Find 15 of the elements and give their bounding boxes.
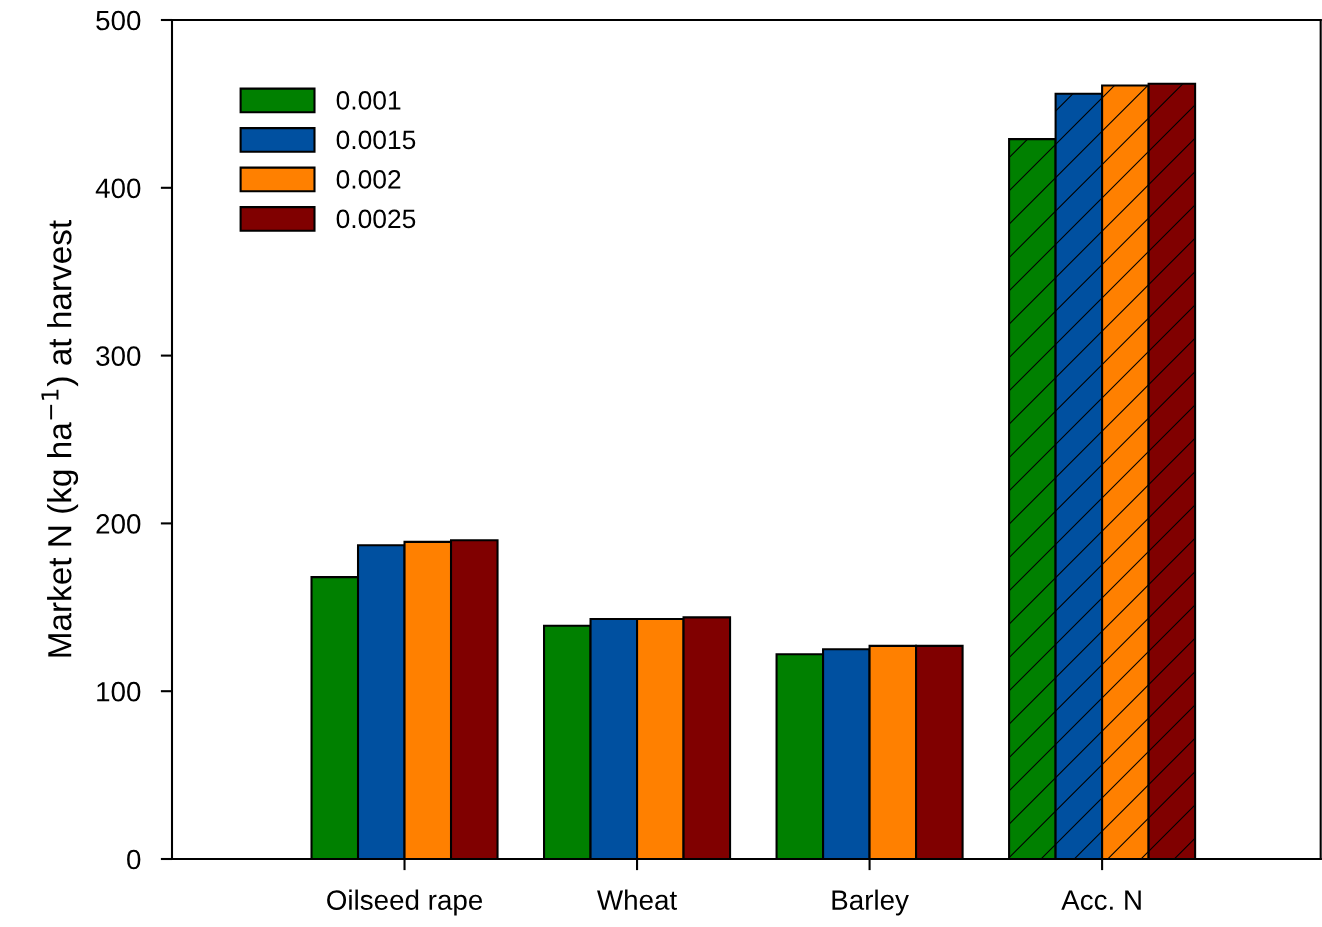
y-tick-label: 200 xyxy=(96,514,141,534)
legend-label: 0.0025 xyxy=(336,209,416,229)
y-tick-label: 0 xyxy=(127,849,141,870)
y-tick-label: 500 xyxy=(96,10,141,31)
legend-label: 0.001 xyxy=(336,91,401,110)
x-tick-label: Barley xyxy=(832,889,909,916)
legend-label: 0.0015 xyxy=(336,130,416,150)
y-tick-label: 400 xyxy=(95,178,141,199)
legend-label: 0.002 xyxy=(336,170,401,189)
x-tick-label: Acc. N xyxy=(1061,890,1141,910)
y-tick-label: 100 xyxy=(97,681,141,702)
x-tick-label: Wheat xyxy=(597,889,677,910)
y-tick-label: 300 xyxy=(96,346,141,366)
x-tick-label: Oilseed rape xyxy=(327,889,483,916)
y-axis-title: Market N (kg ha$^{−1}$) at harvest xyxy=(41,220,79,657)
